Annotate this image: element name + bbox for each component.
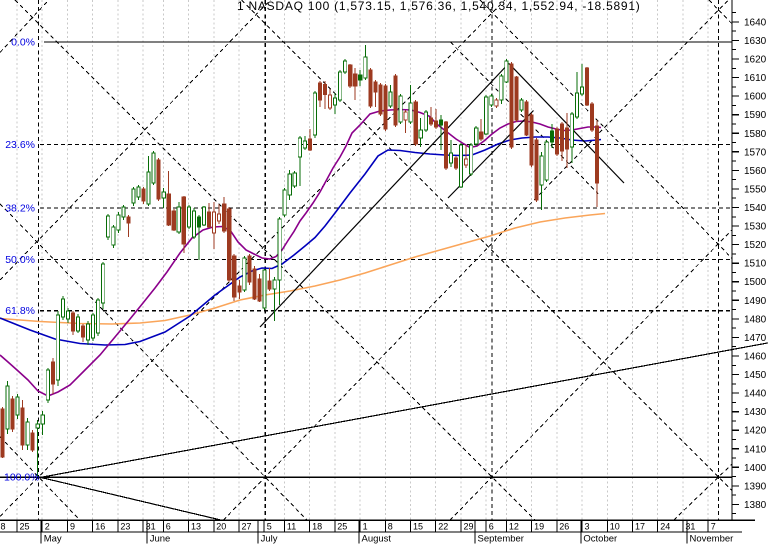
svg-text:19: 19 xyxy=(534,522,544,532)
svg-text:1510: 1510 xyxy=(744,259,767,270)
svg-text:12: 12 xyxy=(509,522,519,532)
svg-text:31: 31 xyxy=(146,522,156,532)
svg-text:25: 25 xyxy=(20,522,30,532)
svg-text:1630: 1630 xyxy=(744,36,767,47)
svg-text:1500: 1500 xyxy=(744,277,767,288)
svg-text:1430: 1430 xyxy=(744,407,767,418)
svg-text:7: 7 xyxy=(711,522,716,532)
svg-text:September: September xyxy=(478,534,524,545)
svg-text:1560: 1560 xyxy=(744,166,767,177)
svg-text:11: 11 xyxy=(287,522,296,532)
svg-text:6: 6 xyxy=(489,522,494,532)
svg-text:20: 20 xyxy=(216,522,226,532)
svg-text:May: May xyxy=(44,534,62,545)
svg-text:1620: 1620 xyxy=(744,55,767,66)
svg-text:9: 9 xyxy=(70,522,75,532)
svg-text:38.2%: 38.2% xyxy=(5,203,35,215)
svg-text:6: 6 xyxy=(166,522,171,532)
svg-text:October: October xyxy=(583,534,617,545)
svg-text:25: 25 xyxy=(337,522,347,532)
svg-text:1 NASDAQ 100 (1,573.15, 1,576.: 1 NASDAQ 100 (1,573.15, 1,576.36, 1,540.… xyxy=(237,0,641,13)
svg-text:1520: 1520 xyxy=(744,240,767,251)
svg-text:1600: 1600 xyxy=(744,92,767,103)
svg-text:15: 15 xyxy=(413,522,423,532)
svg-text:1450: 1450 xyxy=(744,370,767,381)
svg-text:50.0%: 50.0% xyxy=(5,254,35,266)
svg-text:8: 8 xyxy=(388,522,393,532)
svg-text:61.8%: 61.8% xyxy=(5,305,35,317)
svg-text:1550: 1550 xyxy=(744,184,767,195)
svg-text:1400: 1400 xyxy=(744,463,767,474)
svg-text:1420: 1420 xyxy=(744,426,767,437)
svg-text:1: 1 xyxy=(363,522,368,532)
svg-text:1530: 1530 xyxy=(744,222,767,233)
svg-text:1440: 1440 xyxy=(744,389,767,400)
svg-text:1410: 1410 xyxy=(744,444,767,455)
svg-text:10: 10 xyxy=(610,522,620,532)
svg-text:13: 13 xyxy=(191,522,201,532)
svg-text:1580: 1580 xyxy=(744,129,767,140)
svg-text:1640: 1640 xyxy=(744,17,767,28)
svg-text:July: July xyxy=(261,534,278,545)
svg-text:2: 2 xyxy=(45,522,50,532)
svg-text:August: August xyxy=(362,534,392,545)
svg-text:1390: 1390 xyxy=(744,481,767,492)
svg-text:24: 24 xyxy=(660,522,670,532)
svg-text:18: 18 xyxy=(312,522,322,532)
svg-text:1460: 1460 xyxy=(744,352,767,363)
svg-text:16: 16 xyxy=(95,522,105,532)
svg-text:3: 3 xyxy=(585,522,590,532)
svg-text:0.0%: 0.0% xyxy=(11,37,35,49)
svg-text:100.0%: 100.0% xyxy=(4,472,40,484)
svg-text:23: 23 xyxy=(120,522,130,532)
svg-text:1490: 1490 xyxy=(744,296,767,307)
svg-text:1610: 1610 xyxy=(744,73,767,84)
svg-text:27: 27 xyxy=(242,522,252,532)
svg-text:5: 5 xyxy=(267,522,272,532)
svg-text:17: 17 xyxy=(635,522,645,532)
svg-text:26: 26 xyxy=(559,522,569,532)
svg-text:1570: 1570 xyxy=(744,147,767,158)
svg-text:1540: 1540 xyxy=(744,203,767,214)
svg-text:June: June xyxy=(150,534,171,545)
svg-text:1590: 1590 xyxy=(744,110,767,121)
svg-text:8: 8 xyxy=(1,522,6,532)
svg-text:November: November xyxy=(690,534,734,545)
svg-text:31: 31 xyxy=(685,522,695,532)
svg-text:1480: 1480 xyxy=(744,314,767,325)
svg-text:23.6%: 23.6% xyxy=(5,139,35,151)
svg-text:22: 22 xyxy=(438,522,448,532)
svg-text:1380: 1380 xyxy=(744,500,767,511)
svg-text:1470: 1470 xyxy=(744,333,767,344)
svg-text:29: 29 xyxy=(464,522,474,532)
